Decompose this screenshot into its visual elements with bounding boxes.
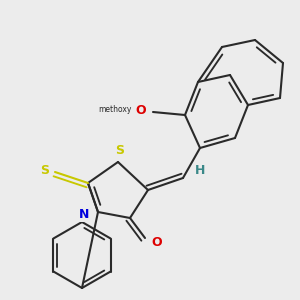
Text: O: O	[136, 103, 146, 116]
Text: H: H	[195, 164, 205, 176]
Text: S: S	[40, 164, 50, 176]
Text: methoxy: methoxy	[98, 106, 132, 115]
Text: S: S	[116, 143, 124, 157]
Text: N: N	[79, 208, 89, 220]
Text: O: O	[152, 236, 162, 250]
